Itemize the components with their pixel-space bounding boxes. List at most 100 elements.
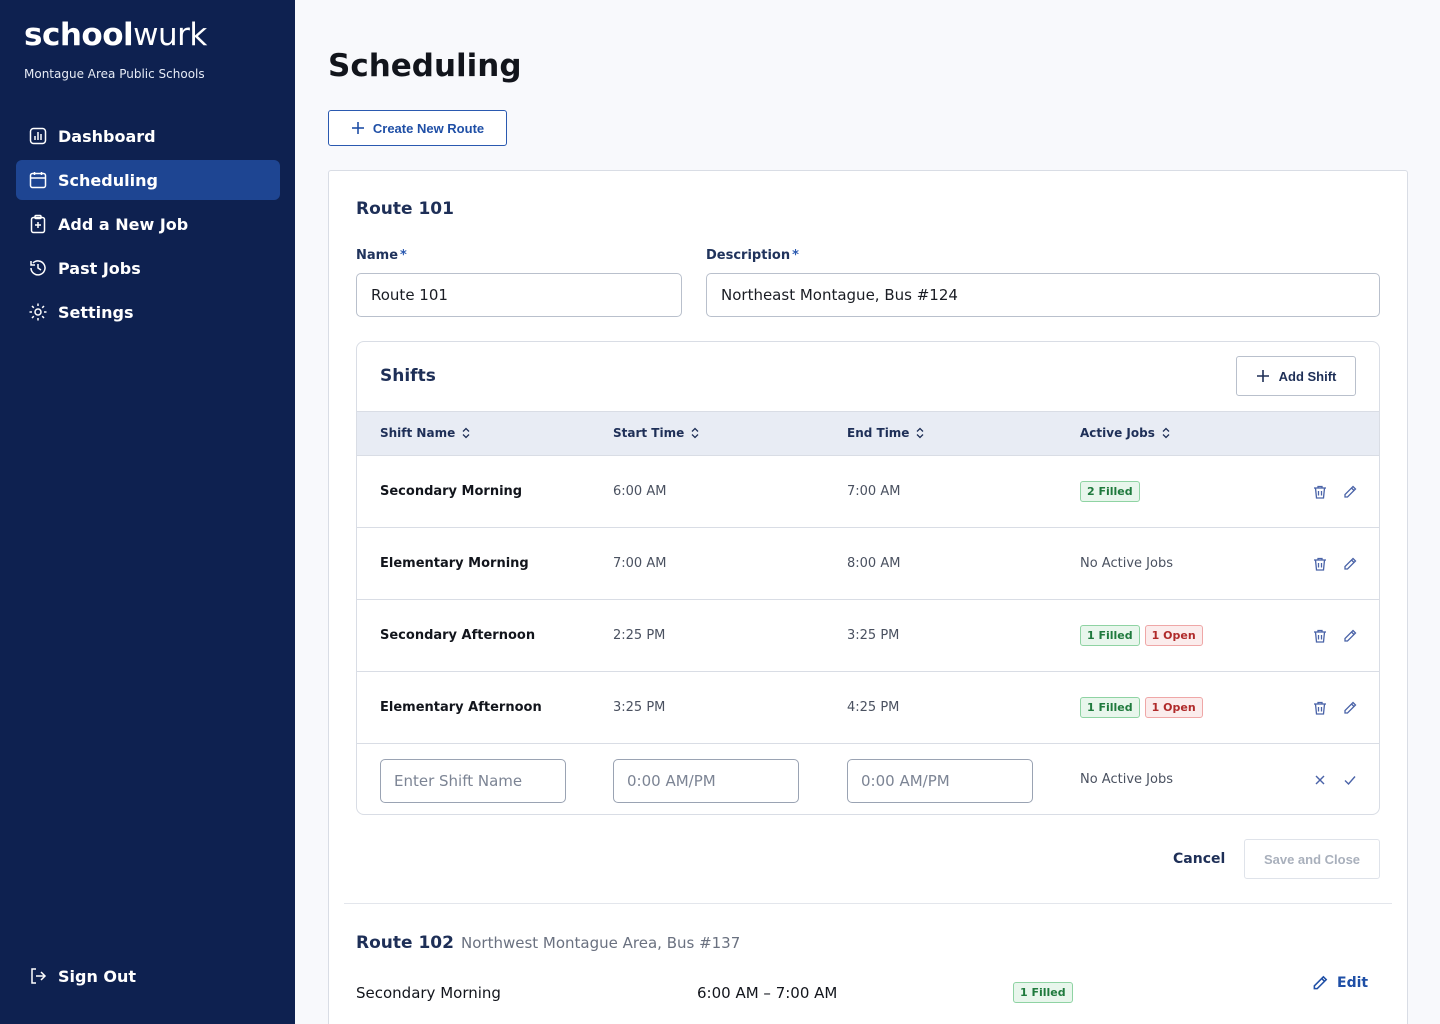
sidebar: schoolwurk Montague Area Public Schools … xyxy=(0,0,295,1024)
description-label: Description * xyxy=(706,248,799,263)
create-route-label: Create New Route xyxy=(372,120,485,136)
sort-icon xyxy=(1162,427,1170,439)
column-header-label: Active Jobs xyxy=(1080,426,1155,440)
shift-end-time: 7:00 AM xyxy=(847,484,901,499)
shift-name: Secondary Afternoon xyxy=(380,628,536,643)
pencil-icon xyxy=(1344,557,1357,570)
route-102-description: Northwest Montague Area, Bus #137 xyxy=(461,934,741,952)
discard-shift-button[interactable] xyxy=(1310,770,1330,790)
nav-label: Past Jobs xyxy=(58,258,141,278)
description-label-text: Description xyxy=(706,248,791,263)
nav-label: Add a New Job xyxy=(58,214,189,234)
column-header-active-jobs[interactable]: Active Jobs xyxy=(1080,426,1171,440)
page-title: Scheduling xyxy=(328,48,522,84)
shift-end-time: 4:25 PM xyxy=(847,700,900,715)
shift-start-time: 3:25 PM xyxy=(613,700,666,715)
required-mark: * xyxy=(792,248,799,263)
clock-history-icon xyxy=(30,260,46,276)
active-jobs: 1 Filled xyxy=(1013,982,1078,1003)
start-time-input[interactable] xyxy=(613,759,799,803)
shifts-title: Shifts xyxy=(380,366,436,386)
sort-icon xyxy=(691,427,699,439)
shift-end-time: 8:00 AM xyxy=(847,556,901,571)
pencil-icon xyxy=(1313,975,1328,990)
sign-out-button[interactable]: Sign Out xyxy=(28,966,136,986)
route-102-title: Route 102 xyxy=(356,933,454,953)
shift-start-time: 7:00 AM xyxy=(613,556,667,571)
nav-label: Scheduling xyxy=(58,170,158,190)
edit-route-button[interactable]: Edit xyxy=(1311,974,1368,992)
route-description-input[interactable] xyxy=(706,273,1380,317)
pencil-icon xyxy=(1344,629,1357,642)
nav-item-add-job[interactable]: Add a New Job xyxy=(16,204,280,244)
trash-icon xyxy=(1314,629,1326,643)
column-header-start-time[interactable]: Start Time xyxy=(613,426,700,440)
edit-shift-button[interactable] xyxy=(1340,482,1360,502)
organization-name: Montague Area Public Schools xyxy=(24,67,205,81)
shift-name: Secondary Morning xyxy=(356,984,501,1002)
shift-time-range: 6:00 AM – 7:00 AM xyxy=(697,984,838,1002)
table-row: Elementary Morning 7:00 AM 8:00 AM No Ac… xyxy=(357,528,1379,600)
nav-label: Settings xyxy=(58,302,134,322)
name-label-text: Name xyxy=(356,248,399,263)
trash-icon xyxy=(1314,485,1326,499)
main-nav: Dashboard Scheduling Add a New Job Past … xyxy=(16,116,280,336)
confirm-shift-button[interactable] xyxy=(1340,770,1360,790)
delete-shift-button[interactable] xyxy=(1310,482,1330,502)
nav-item-settings[interactable]: Settings xyxy=(16,292,280,332)
add-shift-label: Add Shift xyxy=(1278,368,1337,384)
edit-shift-button[interactable] xyxy=(1340,698,1360,718)
active-jobs: 1 Filled 1 Open xyxy=(1080,672,1208,743)
shift-name-input[interactable] xyxy=(380,759,566,803)
shift-name: Elementary Morning xyxy=(380,556,529,571)
save-and-close-button[interactable]: Save and Close xyxy=(1244,839,1380,879)
column-header-label: Shift Name xyxy=(380,426,456,440)
route-102-shift-row: Secondary Morning 6:00 AM – 7:00 AM 1 Fi… xyxy=(356,982,1356,1008)
shifts-panel: Shifts Add Shift Shift Name Start Time E… xyxy=(356,341,1380,815)
shift-name: Secondary Morning xyxy=(380,484,523,499)
column-header-end-time[interactable]: End Time xyxy=(847,426,925,440)
filled-badge: 1 Filled xyxy=(1013,982,1073,1003)
check-icon xyxy=(1344,776,1356,786)
close-icon xyxy=(1315,775,1325,785)
edit-shift-button[interactable] xyxy=(1340,554,1360,574)
trash-icon xyxy=(1314,701,1326,715)
shift-name: Elementary Afternoon xyxy=(380,700,542,715)
new-shift-row: No Active Jobs xyxy=(357,744,1379,814)
sort-icon xyxy=(462,427,470,439)
add-shift-button[interactable]: Add Shift xyxy=(1236,356,1356,396)
active-jobs: 1 Filled 1 Open xyxy=(1080,600,1208,671)
brand-logo-light: wurk xyxy=(133,17,207,53)
column-header-label: Start Time xyxy=(613,426,685,440)
sign-out-label: Sign Out xyxy=(58,966,137,986)
divider xyxy=(344,903,1392,904)
pencil-icon xyxy=(1344,485,1357,498)
chart-icon xyxy=(29,127,47,145)
clipboard-plus-icon xyxy=(30,214,46,234)
active-jobs: 2 Filled xyxy=(1080,456,1145,527)
create-route-button[interactable]: Create New Route xyxy=(328,110,507,146)
table-row: Secondary Morning 6:00 AM 7:00 AM 2 Fill… xyxy=(357,456,1379,528)
delete-shift-button[interactable] xyxy=(1310,554,1330,574)
open-badge: 1 Open xyxy=(1144,697,1203,718)
gear-icon xyxy=(29,303,47,321)
nav-item-past-jobs[interactable]: Past Jobs xyxy=(16,248,280,288)
shift-start-time: 6:00 AM xyxy=(613,484,667,499)
cancel-button[interactable]: Cancel xyxy=(1173,851,1226,867)
table-row: Secondary Afternoon 2:25 PM 3:25 PM 1 Fi… xyxy=(357,600,1379,672)
route-name-input[interactable] xyxy=(356,273,682,317)
end-time-input[interactable] xyxy=(847,759,1033,803)
brand-logo[interactable]: schoolwurk xyxy=(24,20,207,51)
edit-label: Edit xyxy=(1337,975,1369,991)
shift-end-time: 3:25 PM xyxy=(847,628,900,643)
required-mark: * xyxy=(400,248,407,263)
table-row: Elementary Afternoon 3:25 PM 4:25 PM 1 F… xyxy=(357,672,1379,744)
column-header-shift-name[interactable]: Shift Name xyxy=(380,426,471,440)
delete-shift-button[interactable] xyxy=(1310,698,1330,718)
edit-shift-button[interactable] xyxy=(1340,626,1360,646)
route-card: Route 101 Name* Description* Shifts Add … xyxy=(328,170,1408,1024)
nav-item-dashboard[interactable]: Dashboard xyxy=(16,116,280,156)
sign-out-icon xyxy=(31,968,47,984)
nav-item-scheduling[interactable]: Scheduling xyxy=(16,160,280,200)
delete-shift-button[interactable] xyxy=(1310,626,1330,646)
